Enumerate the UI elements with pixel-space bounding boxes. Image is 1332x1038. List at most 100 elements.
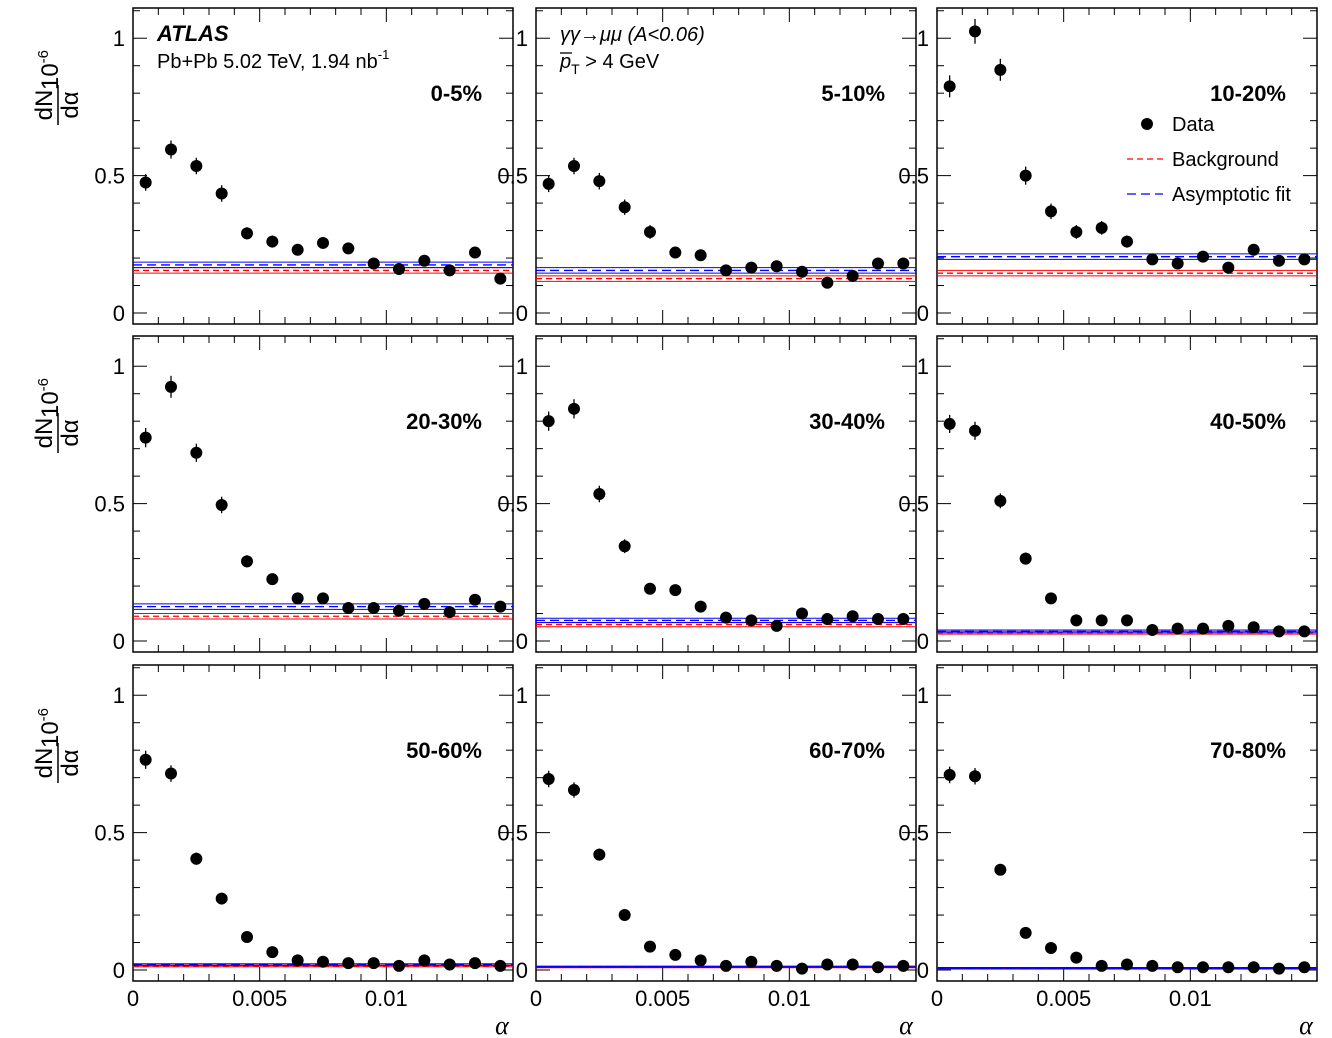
y-axis-label-row-2: 10-6: [35, 378, 64, 418]
dataset-label: Pb+Pb 5.02 TeV, 1.94 nb-1: [157, 47, 389, 73]
x-tick-label: 0.01: [365, 986, 408, 1011]
panel-30-40pct: 0 0.5 1 30-40%: [497, 335, 917, 654]
data-point: [1197, 961, 1209, 974]
data-point: [190, 446, 203, 459]
data-point: [872, 613, 884, 626]
data-point: [418, 954, 431, 967]
data-point: [165, 380, 177, 393]
data-point: [494, 959, 507, 972]
data-point: [720, 959, 732, 972]
y-tick-label: 0.5: [94, 492, 125, 517]
y-axis-fraction-row-2: dN dα: [31, 413, 84, 453]
data-point: [969, 770, 981, 783]
data-point: [1146, 959, 1159, 972]
data-point: [1222, 619, 1235, 632]
data-point: [139, 753, 152, 766]
data-point: [821, 613, 834, 626]
data-point: [846, 269, 859, 282]
data-point: [846, 610, 859, 623]
data-point: [1045, 205, 1057, 218]
data-point: [1045, 942, 1057, 955]
y-tick-label: 0: [113, 301, 125, 326]
data-point: [317, 236, 329, 249]
data-point: [720, 264, 732, 277]
data-point: [720, 611, 732, 624]
y-tick-label: 1: [917, 26, 929, 51]
data-point: [1121, 958, 1133, 971]
y-label-denominator: dα: [57, 91, 84, 118]
data-point: [821, 276, 834, 289]
data-point: [745, 955, 758, 968]
data-point: [342, 957, 355, 970]
y-tick-label: 0.5: [898, 164, 929, 189]
data-point: [215, 498, 228, 511]
data-point: [593, 175, 606, 188]
plot-area: [937, 18, 1317, 277]
panel-20-30pct: 0 0.5 1 20-30%: [94, 335, 514, 654]
svg-text:10-6: 10-6: [35, 378, 64, 418]
data-point: [897, 257, 910, 270]
y-tick-label: 1: [113, 683, 125, 708]
y-tick-label: 0: [113, 629, 125, 654]
y-tick-label: 0: [113, 958, 125, 983]
data-point: [770, 959, 783, 972]
data-point: [568, 784, 580, 797]
centrality-label: 20-30%: [406, 409, 482, 434]
y-label-denominator: dα: [57, 749, 84, 776]
data-point: [139, 431, 152, 444]
y-tick-label: 0.5: [94, 164, 125, 189]
y-tick-label: 1: [516, 354, 528, 379]
data-point: [1197, 250, 1209, 263]
data-point: [1045, 592, 1057, 605]
y-label-prefix: 10: [37, 391, 64, 418]
svg-text:10-6: 10-6: [35, 50, 64, 90]
data-point: [469, 246, 481, 259]
y-label-numerator: dN: [31, 90, 58, 121]
data-point: [994, 863, 1007, 876]
data-point: [694, 954, 707, 967]
centrality-label: 30-40%: [809, 409, 885, 434]
data-point: [190, 160, 203, 172]
data-point: [1273, 254, 1285, 267]
panel-frame: [535, 7, 917, 325]
data-point: [644, 582, 656, 595]
atlas-label: ATLAS: [156, 21, 229, 46]
data-point: [745, 261, 758, 274]
centrality-label: 50-60%: [406, 738, 482, 763]
data-point: [644, 225, 656, 238]
y-label-numerator: dN: [31, 748, 58, 779]
data-point: [1222, 261, 1235, 274]
plot-area: [536, 770, 916, 975]
y-tick-label: 0.5: [94, 821, 125, 846]
data-point: [644, 940, 656, 953]
x-tick-label: 0.005: [635, 986, 690, 1011]
data-point: [1171, 961, 1184, 974]
y-axis-fraction-row-3: dN dα: [31, 743, 84, 783]
panel-5-10pct: 0 0.5 1 5-10%: [497, 7, 917, 326]
data-point: [1247, 243, 1260, 256]
panel-frame: [132, 664, 514, 982]
data-point: [618, 909, 631, 922]
data-point: [770, 260, 783, 273]
data-point: [342, 602, 355, 615]
data-point: [618, 540, 631, 553]
pt-symbol: p: [559, 51, 571, 73]
data-point: [618, 201, 631, 214]
data-point: [943, 80, 956, 93]
y-label-exponent: -6: [35, 378, 52, 391]
data-point: [1070, 951, 1083, 964]
y-tick-label: 1: [516, 683, 528, 708]
data-point: [897, 959, 910, 972]
data-point: [1298, 625, 1311, 638]
plot-area: [133, 375, 513, 620]
panel-frame: [535, 335, 917, 653]
data-point: [367, 257, 380, 270]
y-tick-label: 0.5: [497, 492, 528, 517]
data-point: [291, 592, 304, 605]
panel-frame: [132, 335, 514, 653]
y-tick-label: 1: [917, 683, 929, 708]
x-axis-label-col-3: α: [1299, 1011, 1314, 1038]
centrality-label: 10-20%: [1210, 81, 1286, 106]
y-tick-label: 0: [516, 958, 528, 983]
centrality-label: 70-80%: [1210, 738, 1286, 763]
